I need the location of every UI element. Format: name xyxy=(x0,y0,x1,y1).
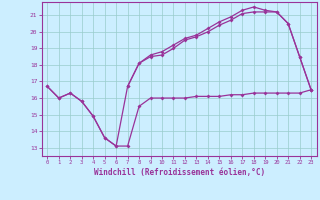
X-axis label: Windchill (Refroidissement éolien,°C): Windchill (Refroidissement éolien,°C) xyxy=(94,168,265,177)
